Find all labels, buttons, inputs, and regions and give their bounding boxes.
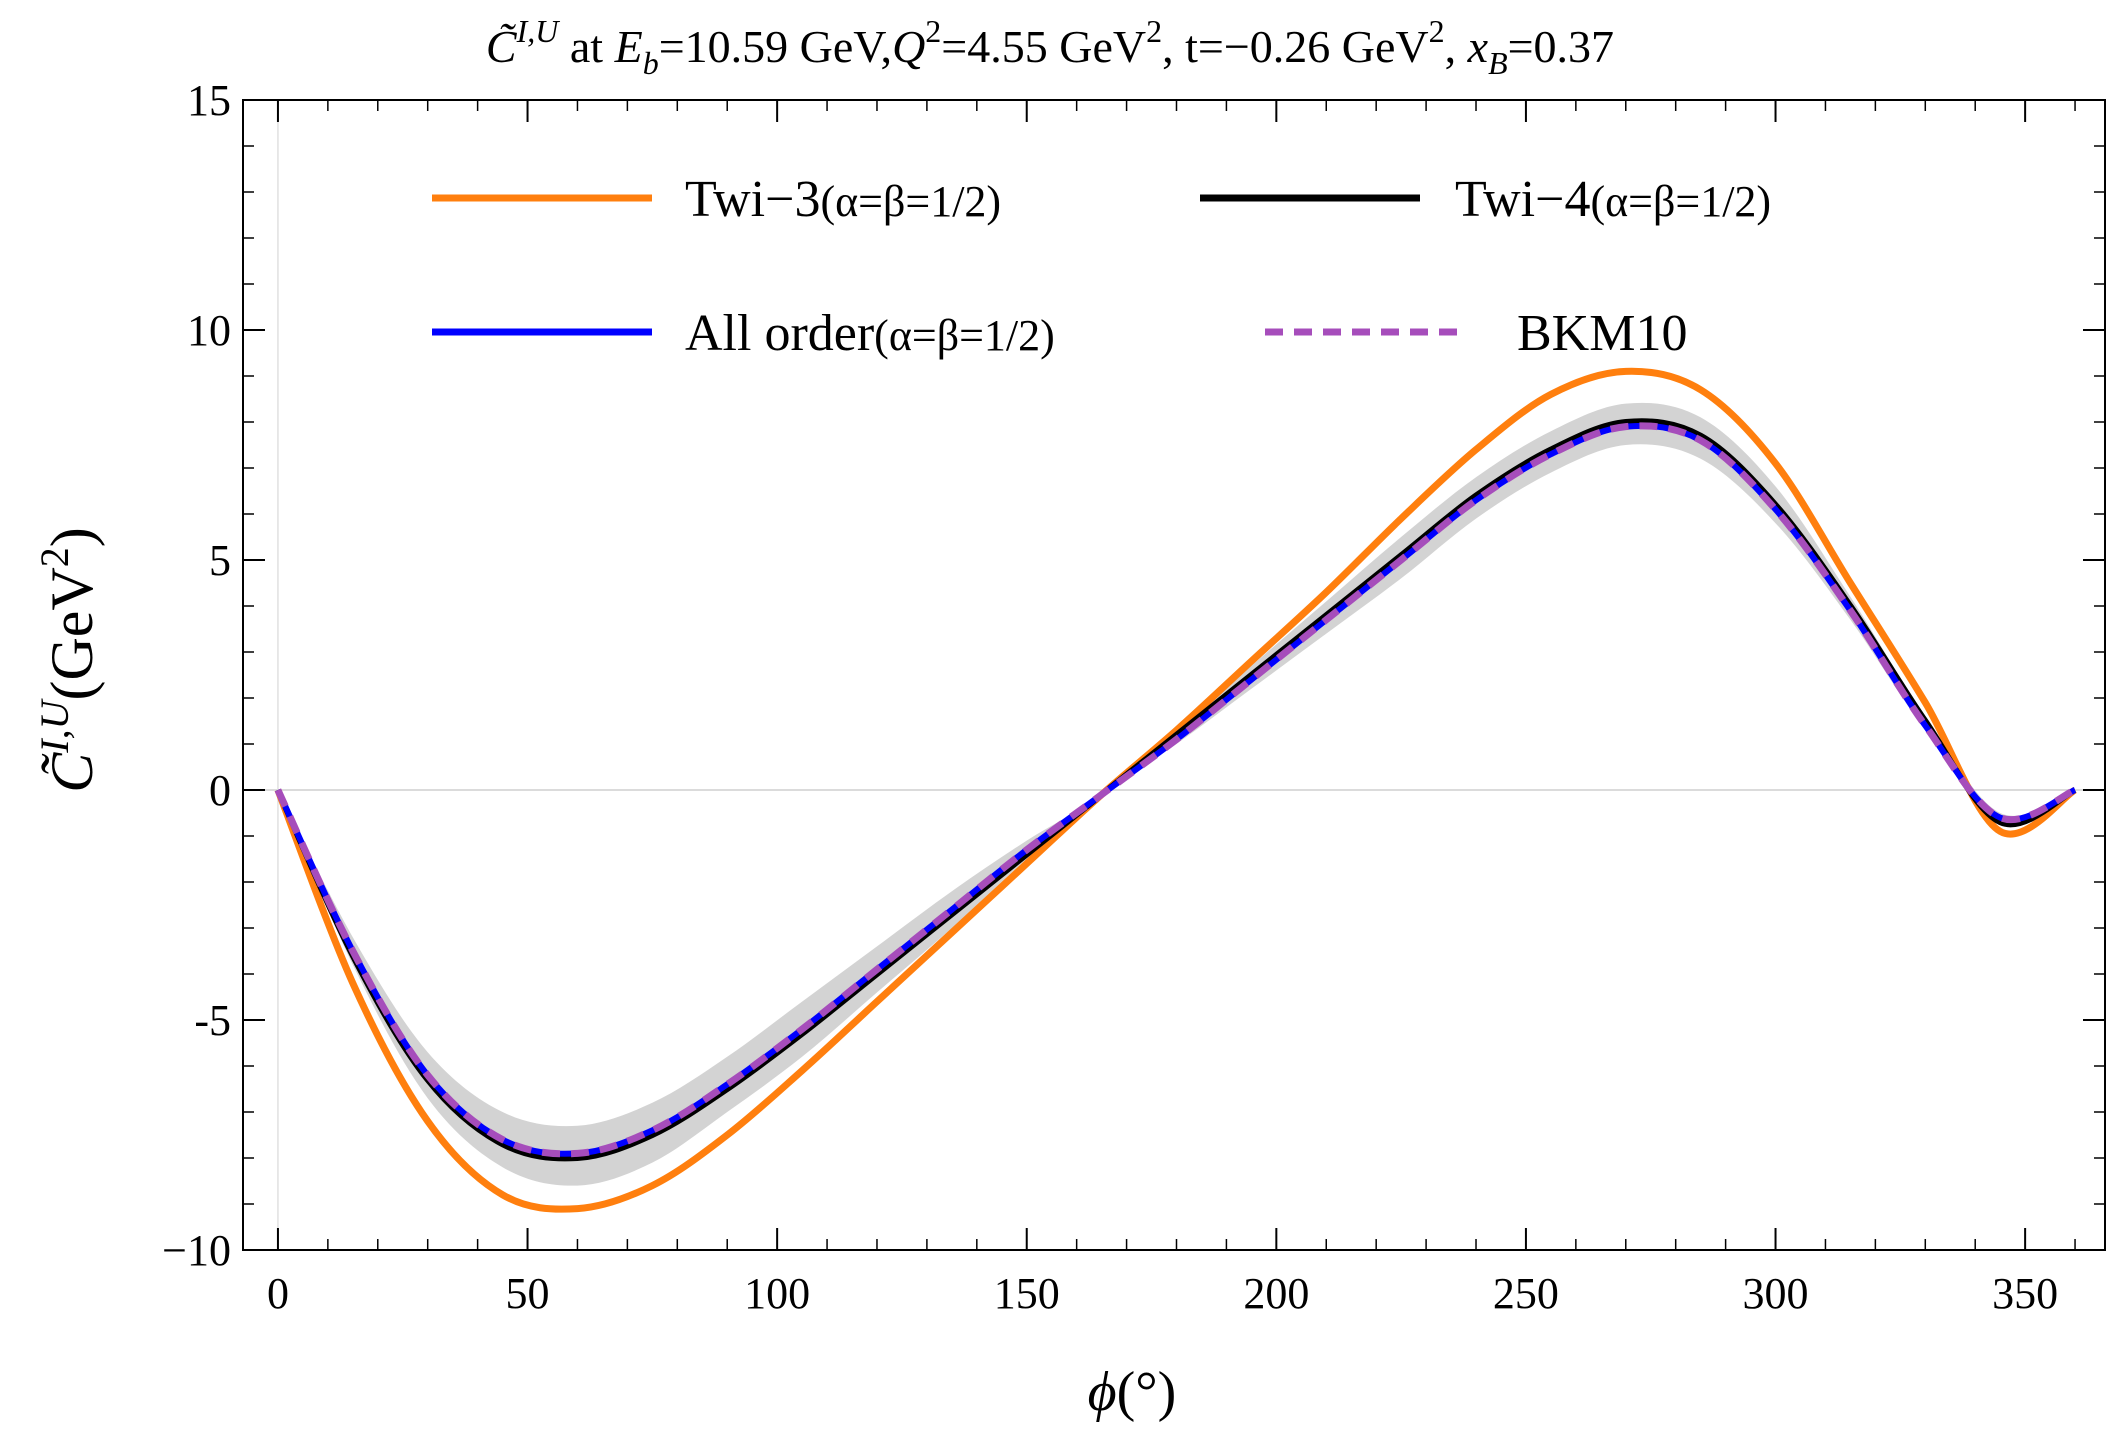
y-axis-label: C̃I,U(GeV2) xyxy=(32,527,105,793)
x-tick-label: 250 xyxy=(1493,1269,1559,1318)
uncertainty-band xyxy=(277,402,2075,1186)
series-line-twi-3 xyxy=(274,367,2078,1213)
chart-title: C̃I,U at Eb=10.59 GeV,Q2=4.55 GeV2, t=−0… xyxy=(486,13,1614,81)
legend-item-twi4: Twi−4(α=β=1/2) xyxy=(1200,171,1771,228)
y-tick-label: −10 xyxy=(162,1226,231,1275)
x-tick-label: 100 xyxy=(744,1269,810,1318)
y-tick-label: 0 xyxy=(209,766,231,815)
y-tick-label: 15 xyxy=(187,76,231,125)
legend-label-bkm10: BKM10 xyxy=(1517,305,1687,362)
reference-lines xyxy=(243,100,2105,1250)
axis-ticks: 0 50 100 150 200 250 300 350 −10 -5 0 5 10 15 xyxy=(162,76,2105,1318)
legend: Twi−3(α=β=1/2) Twi−4(α=β=1/2) All order(… xyxy=(432,171,1771,362)
y-tick-label: -5 xyxy=(194,996,231,1045)
y-tick-label: 10 xyxy=(187,306,231,355)
x-tick-label: 200 xyxy=(1243,1269,1309,1318)
series-layer xyxy=(274,367,2078,1213)
y-tick-label: 5 xyxy=(209,536,231,585)
legend-item-all-order: All order(α=β=1/2) xyxy=(432,305,1055,362)
plot-area: 0 50 100 150 200 250 300 350 −10 -5 0 5 10 15 xyxy=(162,76,2106,1318)
plot-frame xyxy=(242,99,2106,1251)
series-line-bkm10 xyxy=(274,422,2077,1158)
x-tick-label: 150 xyxy=(994,1269,1060,1318)
x-tick-label: 0 xyxy=(267,1269,289,1318)
legend-label-twi4: Twi−4(α=β=1/2) xyxy=(1455,171,1771,228)
legend-item-bkm10: BKM10 xyxy=(1265,305,1687,362)
x-tick-label: 300 xyxy=(1743,1269,1809,1318)
x-axis-label: ϕ(°) xyxy=(1088,1361,1177,1423)
uncertainty-band-layer xyxy=(277,402,2075,1186)
legend-label-all-order: All order(α=β=1/2) xyxy=(685,305,1055,362)
x-tick-label: 50 xyxy=(506,1269,550,1318)
x-tick-label: 350 xyxy=(1992,1269,2058,1318)
legend-label-twi3: Twi−3(α=β=1/2) xyxy=(685,171,1001,228)
legend-item-twi3: Twi−3(α=β=1/2) xyxy=(432,171,1001,228)
